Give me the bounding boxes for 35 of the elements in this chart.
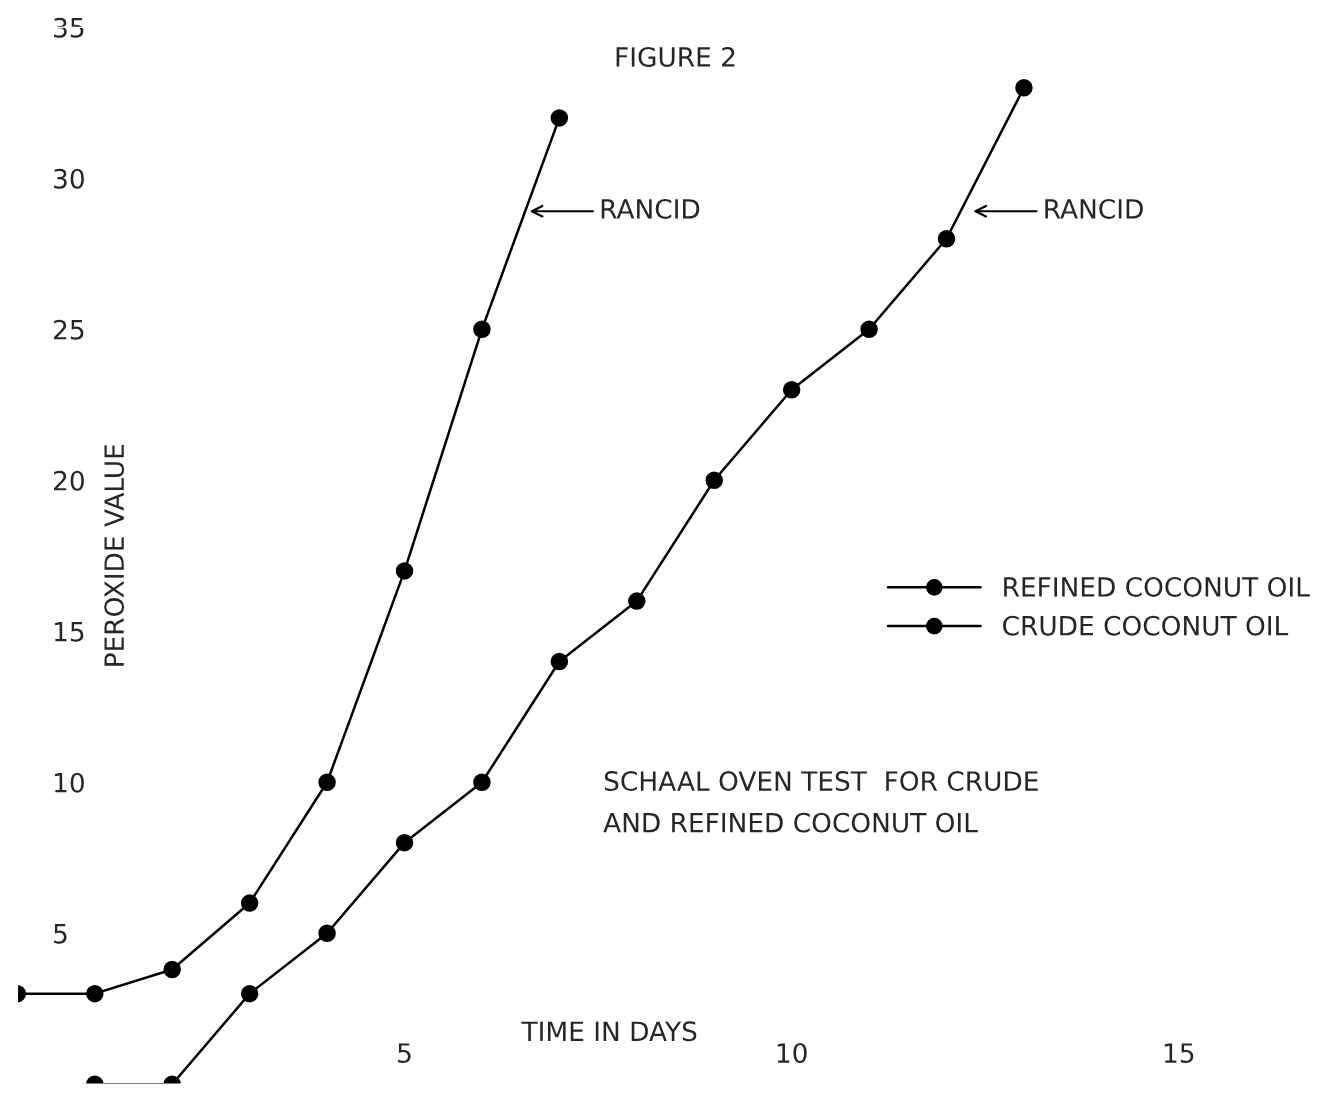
point — [318, 773, 336, 792]
y-tick-label: 5 — [54, 924, 67, 944]
point — [473, 773, 491, 792]
point — [318, 924, 336, 943]
point — [163, 960, 181, 979]
point — [937, 229, 956, 248]
annotation: SCHAAL OVEN TEST FOR CRUDE AND REFINED COCONUT OIL — [603, 771, 1038, 833]
point — [550, 109, 569, 127]
point — [705, 471, 723, 490]
y-tick-label: 25 — [54, 319, 84, 340]
annotation: RANCID — [1045, 198, 1143, 219]
point — [550, 652, 569, 671]
point — [860, 320, 878, 339]
y-axis-title: PEROXIDE VALUE — [104, 444, 125, 666]
text: FIGURE 2 — [616, 46, 735, 67]
point — [86, 984, 104, 1003]
annotation: RANCID — [601, 198, 700, 219]
point — [473, 320, 491, 339]
x-tick-label: 10 — [777, 1043, 807, 1064]
x-tick-label: 5 — [398, 1043, 411, 1064]
legend-label: REFINED COCONUT OIL — [1004, 576, 1310, 597]
point — [395, 833, 414, 852]
point — [782, 380, 801, 399]
x-tick-label: 15 — [1164, 1043, 1194, 1064]
point — [240, 984, 259, 1003]
legend-label: CRUDE COCONUT OIL — [1003, 615, 1289, 636]
point — [1015, 78, 1033, 97]
point — [395, 562, 414, 580]
y-tick-label: 30 — [54, 168, 84, 189]
y-tick-label: 20 — [54, 470, 84, 491]
y-tick-label: 15 — [54, 622, 84, 642]
point — [628, 592, 646, 610]
y-tick-label: 10 — [54, 772, 84, 793]
x-axis-title: TIME IN DAYS — [521, 1021, 697, 1042]
point — [240, 894, 259, 912]
